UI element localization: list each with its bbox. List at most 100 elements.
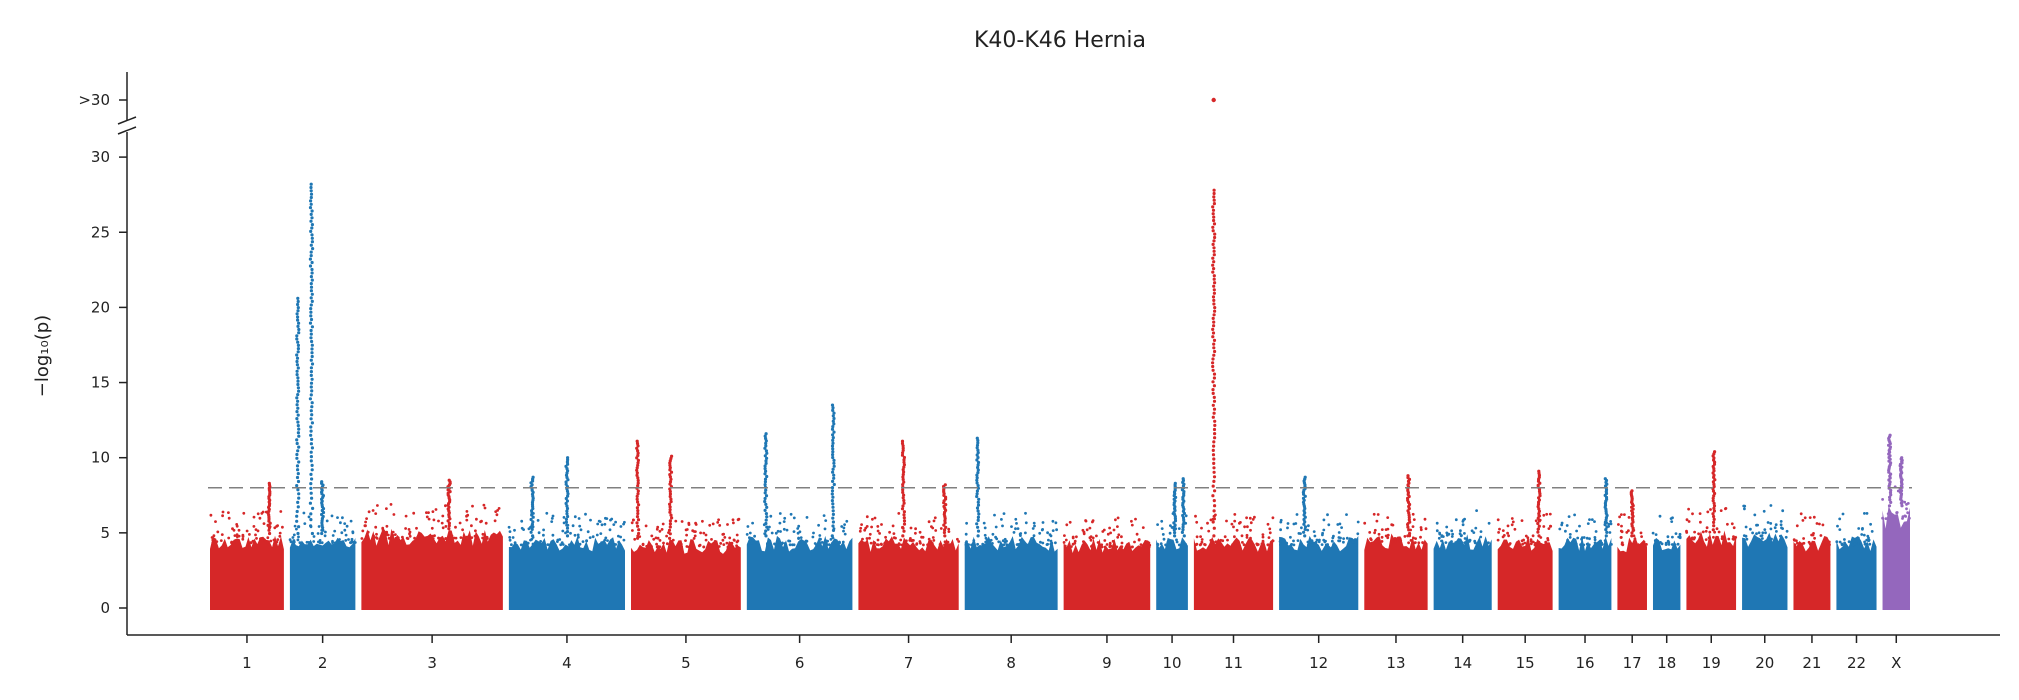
peak-point	[635, 471, 639, 475]
data-point	[1585, 542, 1589, 546]
data-point	[862, 541, 866, 545]
data-point	[1510, 523, 1514, 527]
data-point	[1588, 518, 1591, 521]
peak-point	[296, 306, 300, 310]
data-point	[1088, 536, 1092, 540]
peak-point	[763, 491, 767, 495]
peak-point	[309, 275, 313, 279]
data-point	[1762, 509, 1766, 513]
data-point	[914, 531, 917, 535]
peak-point	[901, 496, 905, 500]
peak-point	[635, 468, 639, 472]
data-point	[1724, 507, 1728, 510]
peak-point	[900, 507, 905, 511]
data-point	[1828, 543, 1831, 547]
chromosome-band-16	[1558, 536, 1612, 610]
y-axis-label: −log₁₀(p)	[32, 315, 53, 397]
peak-point	[1212, 376, 1216, 380]
y-tick-label: 0	[100, 599, 110, 617]
peak-point	[668, 492, 673, 496]
peak-point	[832, 476, 836, 480]
peak-point	[830, 499, 835, 503]
data-point	[691, 529, 695, 533]
peak-point	[566, 456, 570, 460]
data-point	[507, 525, 511, 529]
peak-point	[310, 240, 314, 244]
peak-point	[1213, 489, 1217, 493]
peak-point	[308, 264, 313, 268]
chromosome-band-13	[1364, 533, 1428, 610]
data-point	[1513, 527, 1517, 531]
x-tick-label-12: 12	[1309, 654, 1328, 672]
data-point	[1670, 520, 1674, 523]
peak-point	[1211, 225, 1215, 229]
peak-point	[296, 376, 300, 380]
peak-point	[763, 480, 768, 484]
data-point	[1049, 539, 1053, 543]
data-point	[262, 522, 266, 525]
data-point	[1223, 535, 1227, 539]
data-point	[1823, 542, 1827, 546]
data-point	[1566, 538, 1569, 542]
data-point	[604, 536, 608, 540]
data-point	[1824, 537, 1827, 541]
x-tick-label-3: 3	[427, 654, 437, 672]
data-point	[545, 511, 549, 515]
peak-point	[1211, 494, 1215, 498]
data-point	[492, 536, 496, 540]
peak-point	[1212, 444, 1216, 448]
data-point	[1677, 535, 1681, 539]
data-point	[670, 541, 674, 545]
data-point	[603, 538, 607, 542]
peak-point	[295, 417, 299, 421]
peak-point	[1182, 534, 1186, 538]
data-point	[349, 541, 352, 544]
data-point	[827, 543, 831, 547]
data-point	[1463, 517, 1466, 521]
peak-point	[297, 434, 301, 438]
data-point	[542, 533, 545, 537]
data-point	[1038, 531, 1042, 535]
data-point	[441, 514, 445, 518]
data-point	[1024, 531, 1027, 535]
data-point	[1025, 543, 1029, 547]
data-point	[670, 545, 674, 549]
data-point	[317, 525, 321, 528]
peak-point	[1212, 427, 1217, 432]
peak-point	[1303, 475, 1307, 479]
peak-point	[1211, 415, 1215, 419]
data-point	[1112, 528, 1116, 532]
data-point	[783, 516, 787, 520]
data-point	[823, 527, 827, 531]
peak-point	[310, 389, 314, 393]
data-point	[687, 523, 691, 526]
data-point	[1292, 539, 1295, 543]
data-point	[1089, 538, 1093, 542]
data-point	[1685, 518, 1689, 522]
data-point	[1450, 529, 1454, 533]
data-point	[1095, 534, 1098, 538]
data-point	[608, 528, 612, 532]
data-point	[1184, 542, 1187, 546]
peak-point	[832, 416, 836, 421]
data-point	[943, 543, 946, 547]
peak-point	[297, 321, 301, 325]
data-point	[878, 532, 881, 535]
peak-point	[635, 497, 639, 501]
data-point	[1233, 513, 1237, 516]
data-point	[405, 536, 409, 540]
peak-point	[531, 475, 535, 479]
peak-point	[830, 403, 835, 407]
data-point	[245, 529, 249, 533]
data-point	[735, 533, 739, 537]
data-point	[863, 528, 867, 532]
peak-point	[309, 229, 313, 233]
y-tick-label: 10	[91, 449, 110, 467]
peak-point	[310, 468, 314, 472]
peak-point	[902, 510, 907, 514]
peak-point	[763, 483, 767, 487]
data-point	[1085, 528, 1089, 532]
data-point	[726, 523, 729, 526]
data-point	[1295, 513, 1299, 516]
chromosome-band-7	[858, 536, 959, 610]
